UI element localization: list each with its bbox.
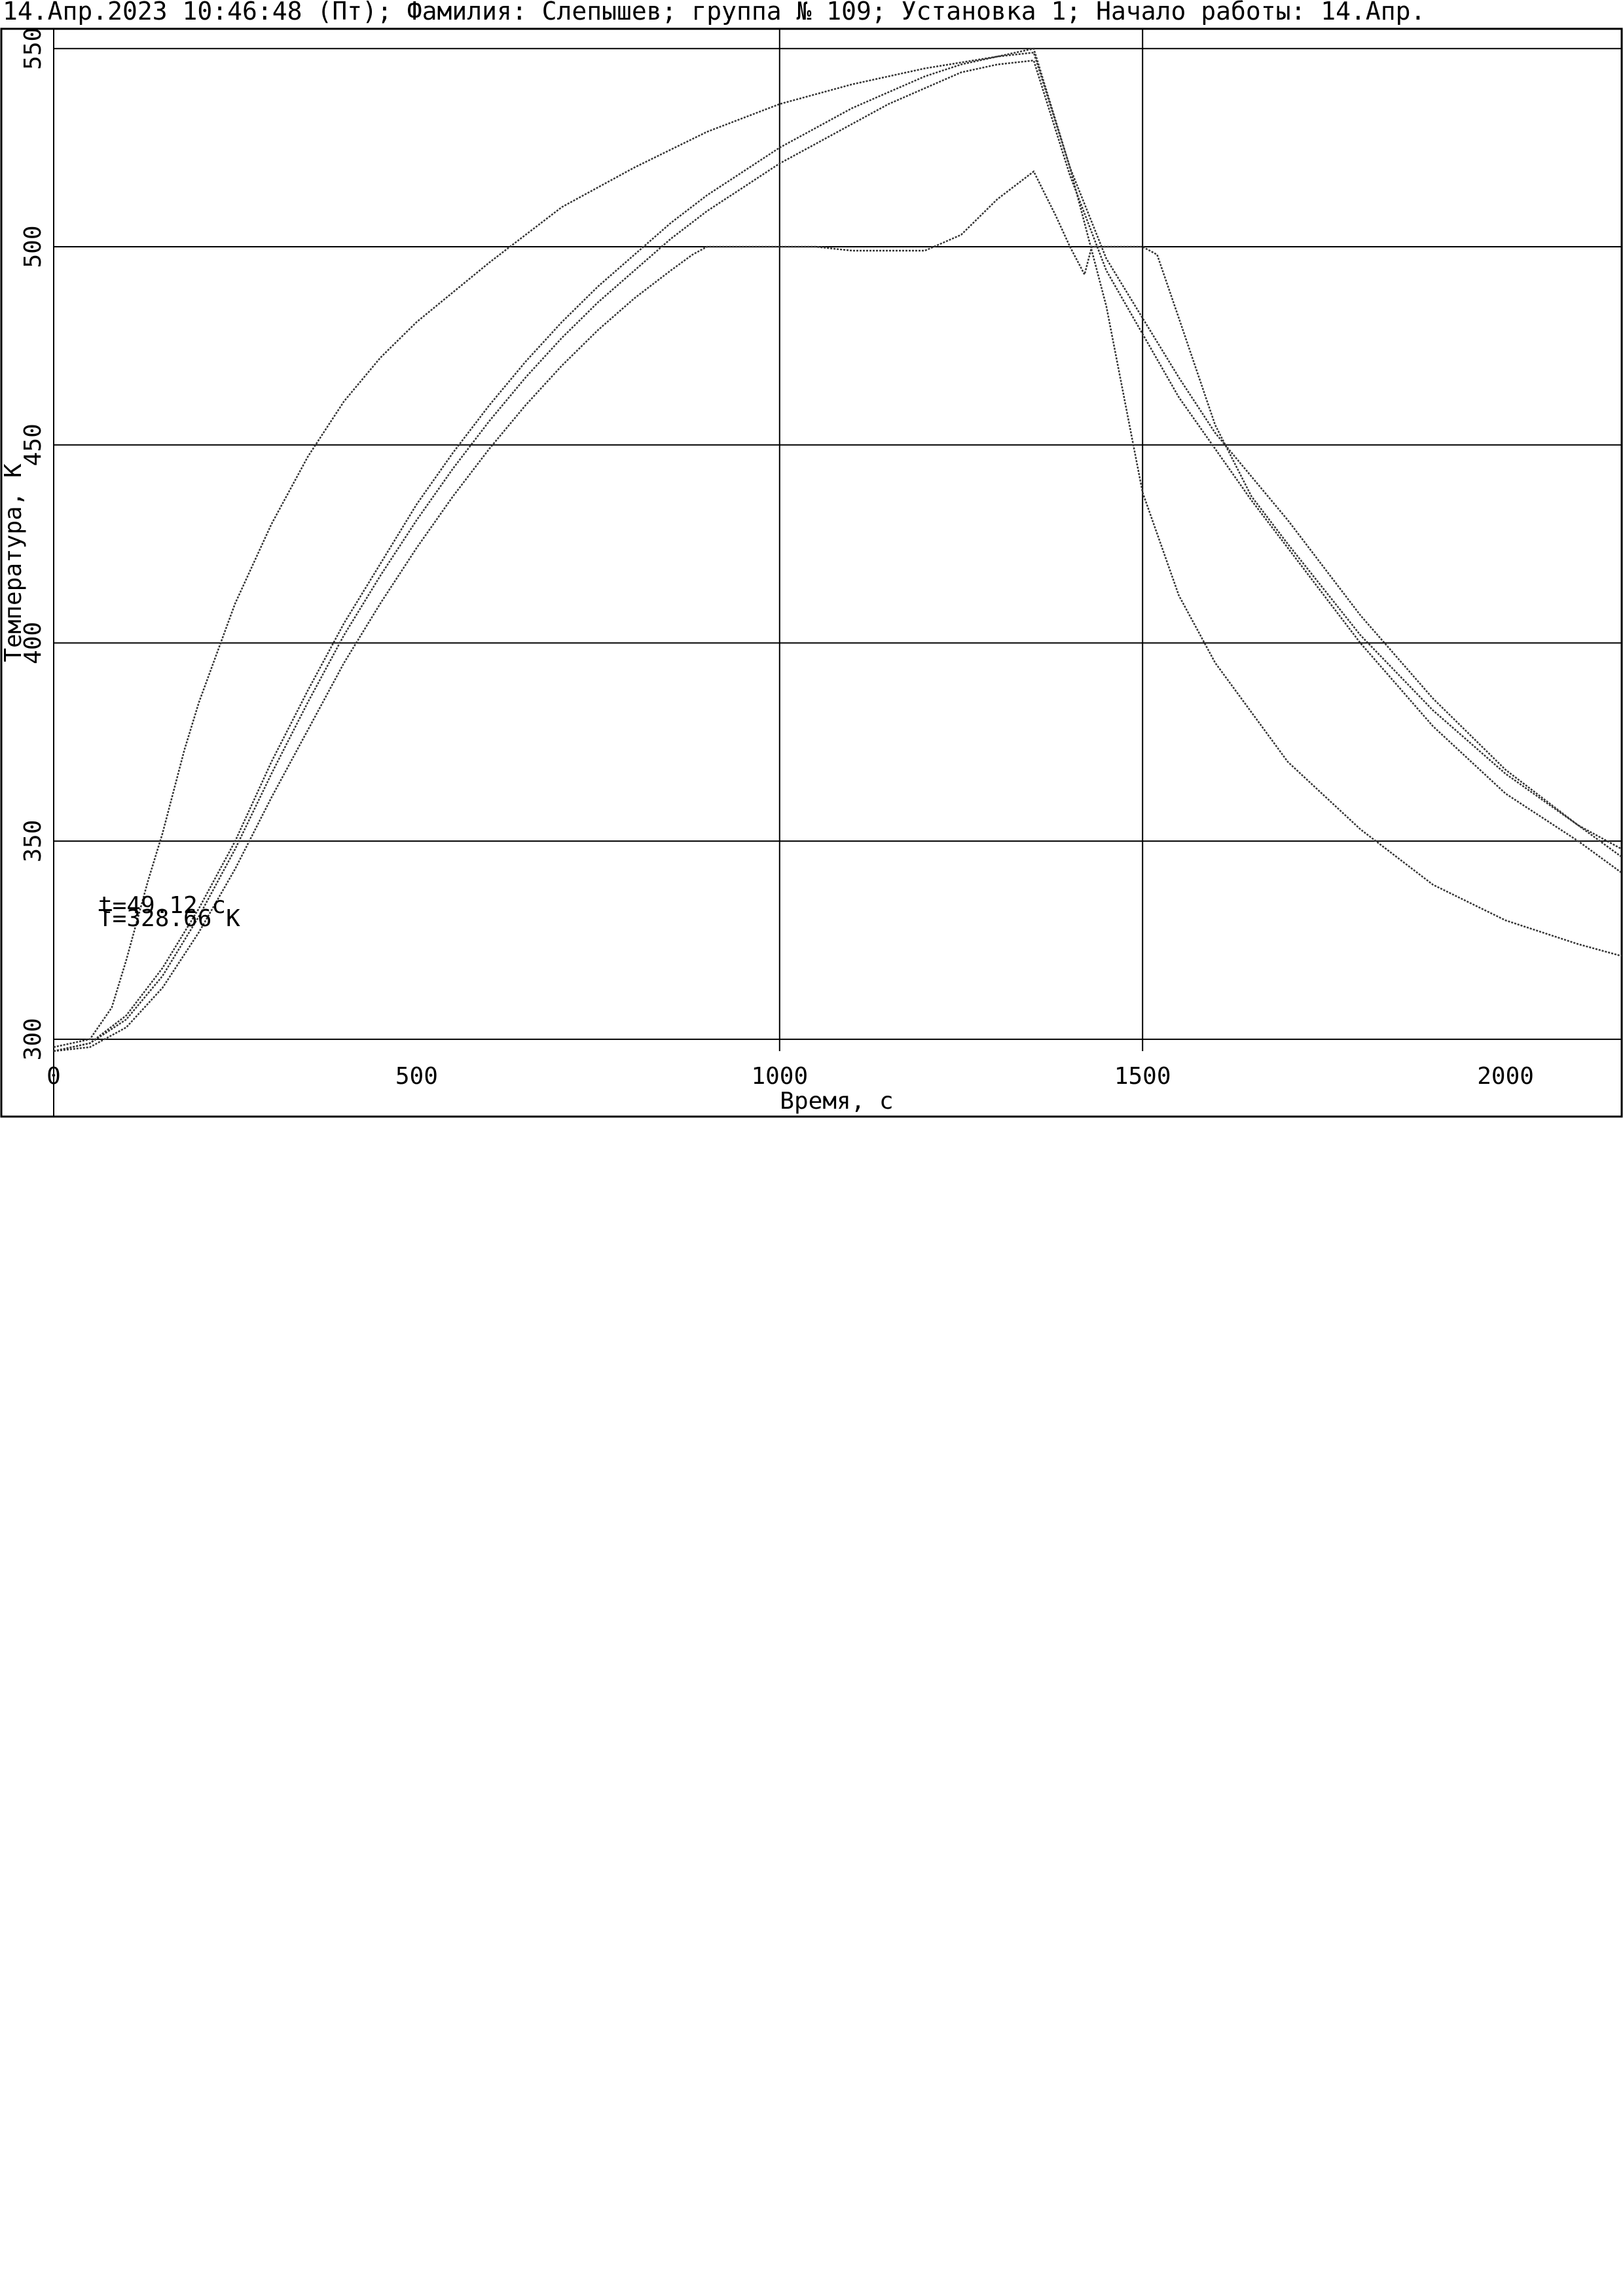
y-tick-label: 550 [20, 27, 46, 70]
cursor-time-readout: t=49.12 c [98, 892, 226, 919]
y-tick-label: 400 [20, 622, 46, 664]
temperature-time-chart: 14.Апр.2023 10:46:48 (Пт); Фамилия: Слеп… [0, 0, 1623, 1118]
tick-labels: 300 350 400 450 500 550 0 500 1000 1500 2000 [20, 27, 1534, 1090]
series-lines [53, 47, 1622, 1052]
x-axis-label: Время, c [780, 1088, 893, 1115]
x-tick-label: 2000 [1477, 1063, 1534, 1090]
y-tick-label: 500 [20, 225, 46, 268]
session-header: 14.Апр.2023 10:46:48 (Пт); Фамилия: Слеп… [3, 0, 1425, 26]
y-tick-label: 350 [20, 820, 46, 863]
grid-lines [53, 29, 1622, 1117]
series-line-3 [53, 60, 1622, 1052]
y-axis-label: Температура, K [0, 463, 27, 662]
series-line-2 [53, 51, 1622, 1052]
plot-frame [0, 27, 1623, 1118]
series-line-1 [53, 47, 1622, 1049]
series-line-4 [53, 170, 1622, 1052]
x-tick-label: 0 [46, 1063, 61, 1090]
x-tick-label: 1500 [1114, 1063, 1171, 1090]
y-tick-label: 450 [20, 423, 46, 466]
cursor-temp-readout: T=328.66 K [98, 905, 240, 932]
x-tick-label: 500 [395, 1063, 438, 1090]
y-tick-label: 300 [20, 1018, 46, 1060]
x-tick-label: 1000 [751, 1063, 808, 1090]
